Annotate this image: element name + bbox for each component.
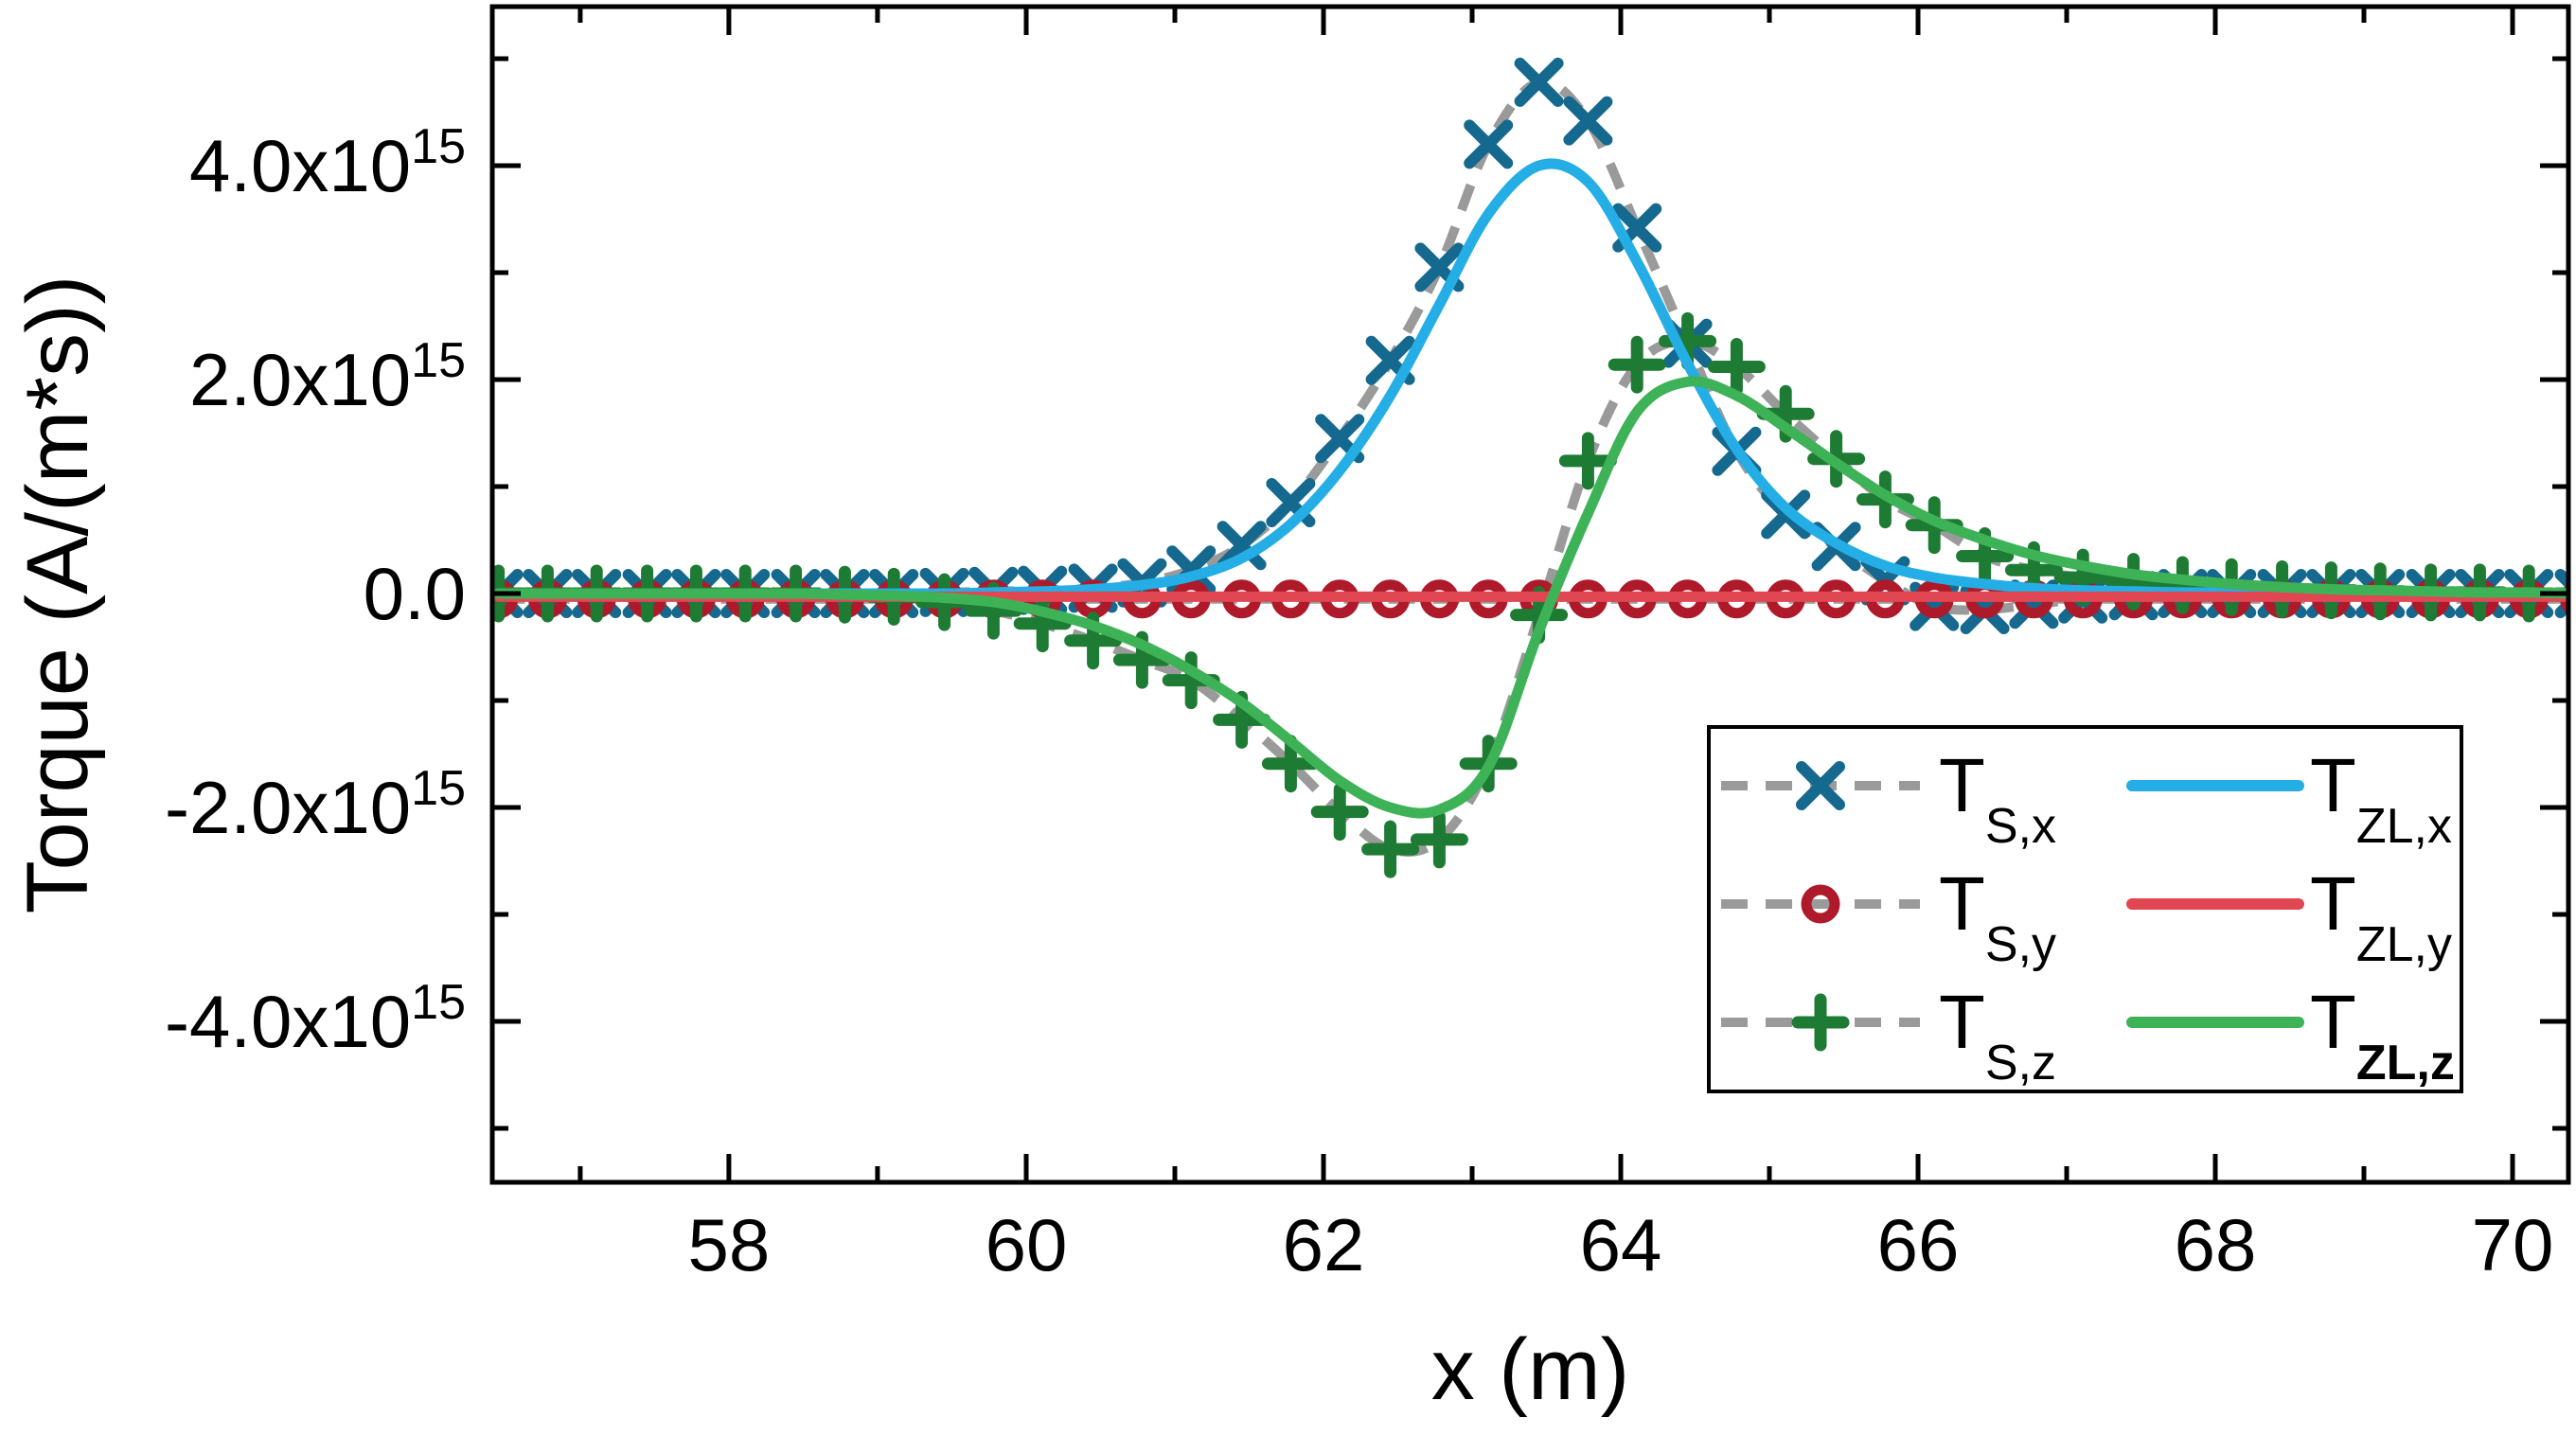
x-tick-label: 68 — [2175, 1203, 2257, 1286]
series-solid-line-T_ZL,z — [493, 376, 2568, 819]
legend-label-T_S,y: TS,y — [1939, 861, 2056, 972]
legend-label-T_ZL,z: TZL,z — [2310, 980, 2455, 1090]
marker-x-T_S,x — [492, 57, 2568, 634]
marker-x-legend-T_S,x — [1796, 761, 1845, 810]
y-tick-label: -2.0x1015 — [165, 761, 466, 849]
legend-label-T_ZL,x: TZL,x — [2310, 743, 2452, 854]
y-axis-title: Torque (A/(m*s)) — [9, 275, 106, 914]
legend-label-T_ZL,y: TZL,y — [2310, 861, 2452, 972]
legend-label-T_S,x: TS,x — [1939, 743, 2056, 854]
y-tick-label: 2.0x1015 — [189, 333, 466, 421]
x-tick-label: 60 — [986, 1203, 1068, 1286]
x-tick-label: 66 — [1877, 1203, 1960, 1286]
y-tick-label: 0.0 — [364, 552, 466, 635]
x-tick-label: 70 — [2472, 1203, 2554, 1286]
series-solid-line-T_ZL,x — [493, 158, 2568, 599]
x-tick-label: 62 — [1283, 1203, 1365, 1286]
marker-plus-legend-T_S,z — [1791, 993, 1850, 1052]
x-axis-title: x (m) — [1431, 1321, 1629, 1418]
marker-circle-legend-T_S,y — [1801, 884, 1840, 924]
y-tick-label: -4.0x1015 — [165, 975, 466, 1063]
x-tick-label: 58 — [688, 1203, 771, 1286]
legend-label-T_S,z: TS,z — [1939, 980, 2056, 1090]
y-tick-label: 4.0x1015 — [189, 119, 466, 207]
x-tick-label: 64 — [1580, 1203, 1662, 1286]
